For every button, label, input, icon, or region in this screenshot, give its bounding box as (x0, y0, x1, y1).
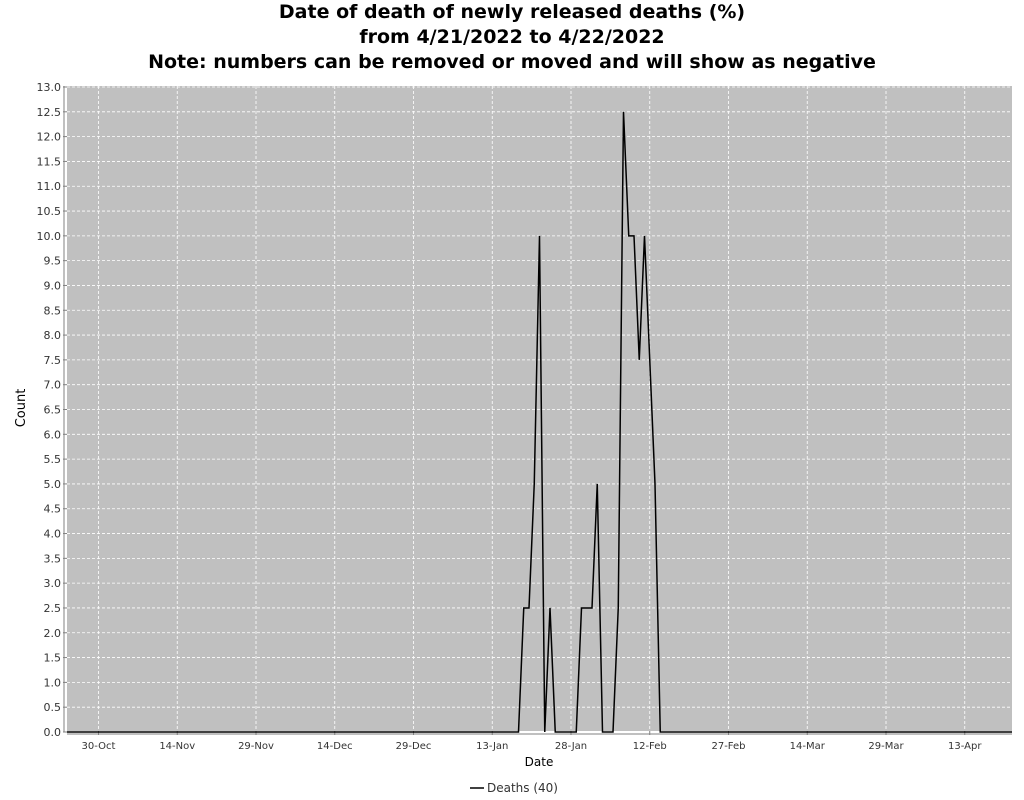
legend: Deaths (40) (470, 781, 558, 795)
y-tick-label: 2.0 (44, 627, 62, 640)
y-tick-label: 3.5 (44, 552, 62, 565)
x-tick-label: 13-Jan (476, 741, 508, 752)
y-tick-label: 6.5 (44, 404, 62, 417)
plot-area (67, 86, 1012, 731)
y-tick-label: 1.0 (44, 676, 62, 689)
y-tick-label: 7.5 (44, 354, 62, 367)
y-tick-label: 5.0 (44, 478, 62, 491)
y-tick-label: 8.5 (44, 304, 62, 317)
x-tick-label: 14-Dec (317, 741, 353, 752)
series-line-deaths (67, 111, 1012, 733)
y-tick-label: 1.5 (44, 652, 62, 665)
y-tick-label: 10.0 (37, 230, 62, 243)
y-tick-label: 5.5 (44, 453, 62, 466)
x-tick-label: 14-Mar (790, 741, 826, 752)
chart-title-line-2: from 4/21/2022 to 4/22/2022 (359, 26, 665, 48)
y-tick-label: 0.5 (44, 701, 62, 714)
chart-title-line-3: Note: numbers can be removed or moved an… (148, 51, 876, 73)
series-group (67, 111, 1012, 733)
y-tick-label: 10.5 (37, 205, 62, 218)
x-tick-label: 30-Oct (82, 741, 116, 752)
x-tick-label: 29-Mar (868, 741, 904, 752)
y-tick-label: 4.5 (44, 503, 62, 516)
y-tick-label: 11.0 (37, 180, 62, 193)
x-tick-label: 29-Nov (238, 741, 274, 752)
chart-title: Date of death of newly released deaths (… (0, 0, 1024, 75)
y-tick-label: 8.0 (44, 329, 62, 342)
x-axis-label: Date (525, 755, 554, 769)
y-tick-label: 12.0 (37, 131, 62, 144)
y-tick-label: 11.5 (37, 155, 62, 168)
y-tick-label: 12.5 (37, 106, 62, 119)
y-axis-label: Count (14, 389, 29, 428)
y-tick-label: 9.0 (44, 279, 62, 292)
x-tick-label: 12-Feb (633, 741, 667, 752)
legend-label: Deaths (40) (487, 781, 558, 795)
x-tick-label: 29-Dec (396, 741, 432, 752)
axes: 0.0 0.5 1.0 1.5 2.0 2.5 3.0 3.5 4.0 4.5 5.0 5.5 6.0 6… (37, 81, 1012, 752)
y-tick-label: 4.0 (44, 528, 62, 541)
x-tick-label: 14-Nov (159, 741, 195, 752)
x-tick-label: 13-Apr (948, 741, 982, 752)
x-tick-label: 28-Jan (555, 741, 587, 752)
chart-title-line-1: Date of death of newly released deaths (… (278, 1, 746, 23)
y-tick-label: 7.0 (44, 379, 62, 392)
y-tick-label: 13.0 (37, 81, 62, 94)
y-tick-label: 9.5 (44, 255, 62, 268)
y-tick-label: 2.5 (44, 602, 62, 615)
x-tick-label: 27-Feb (711, 741, 745, 752)
y-tick-label: 6.0 (44, 428, 62, 441)
y-tick-label: 3.0 (44, 577, 62, 590)
y-tick-label: 0.0 (44, 726, 62, 739)
